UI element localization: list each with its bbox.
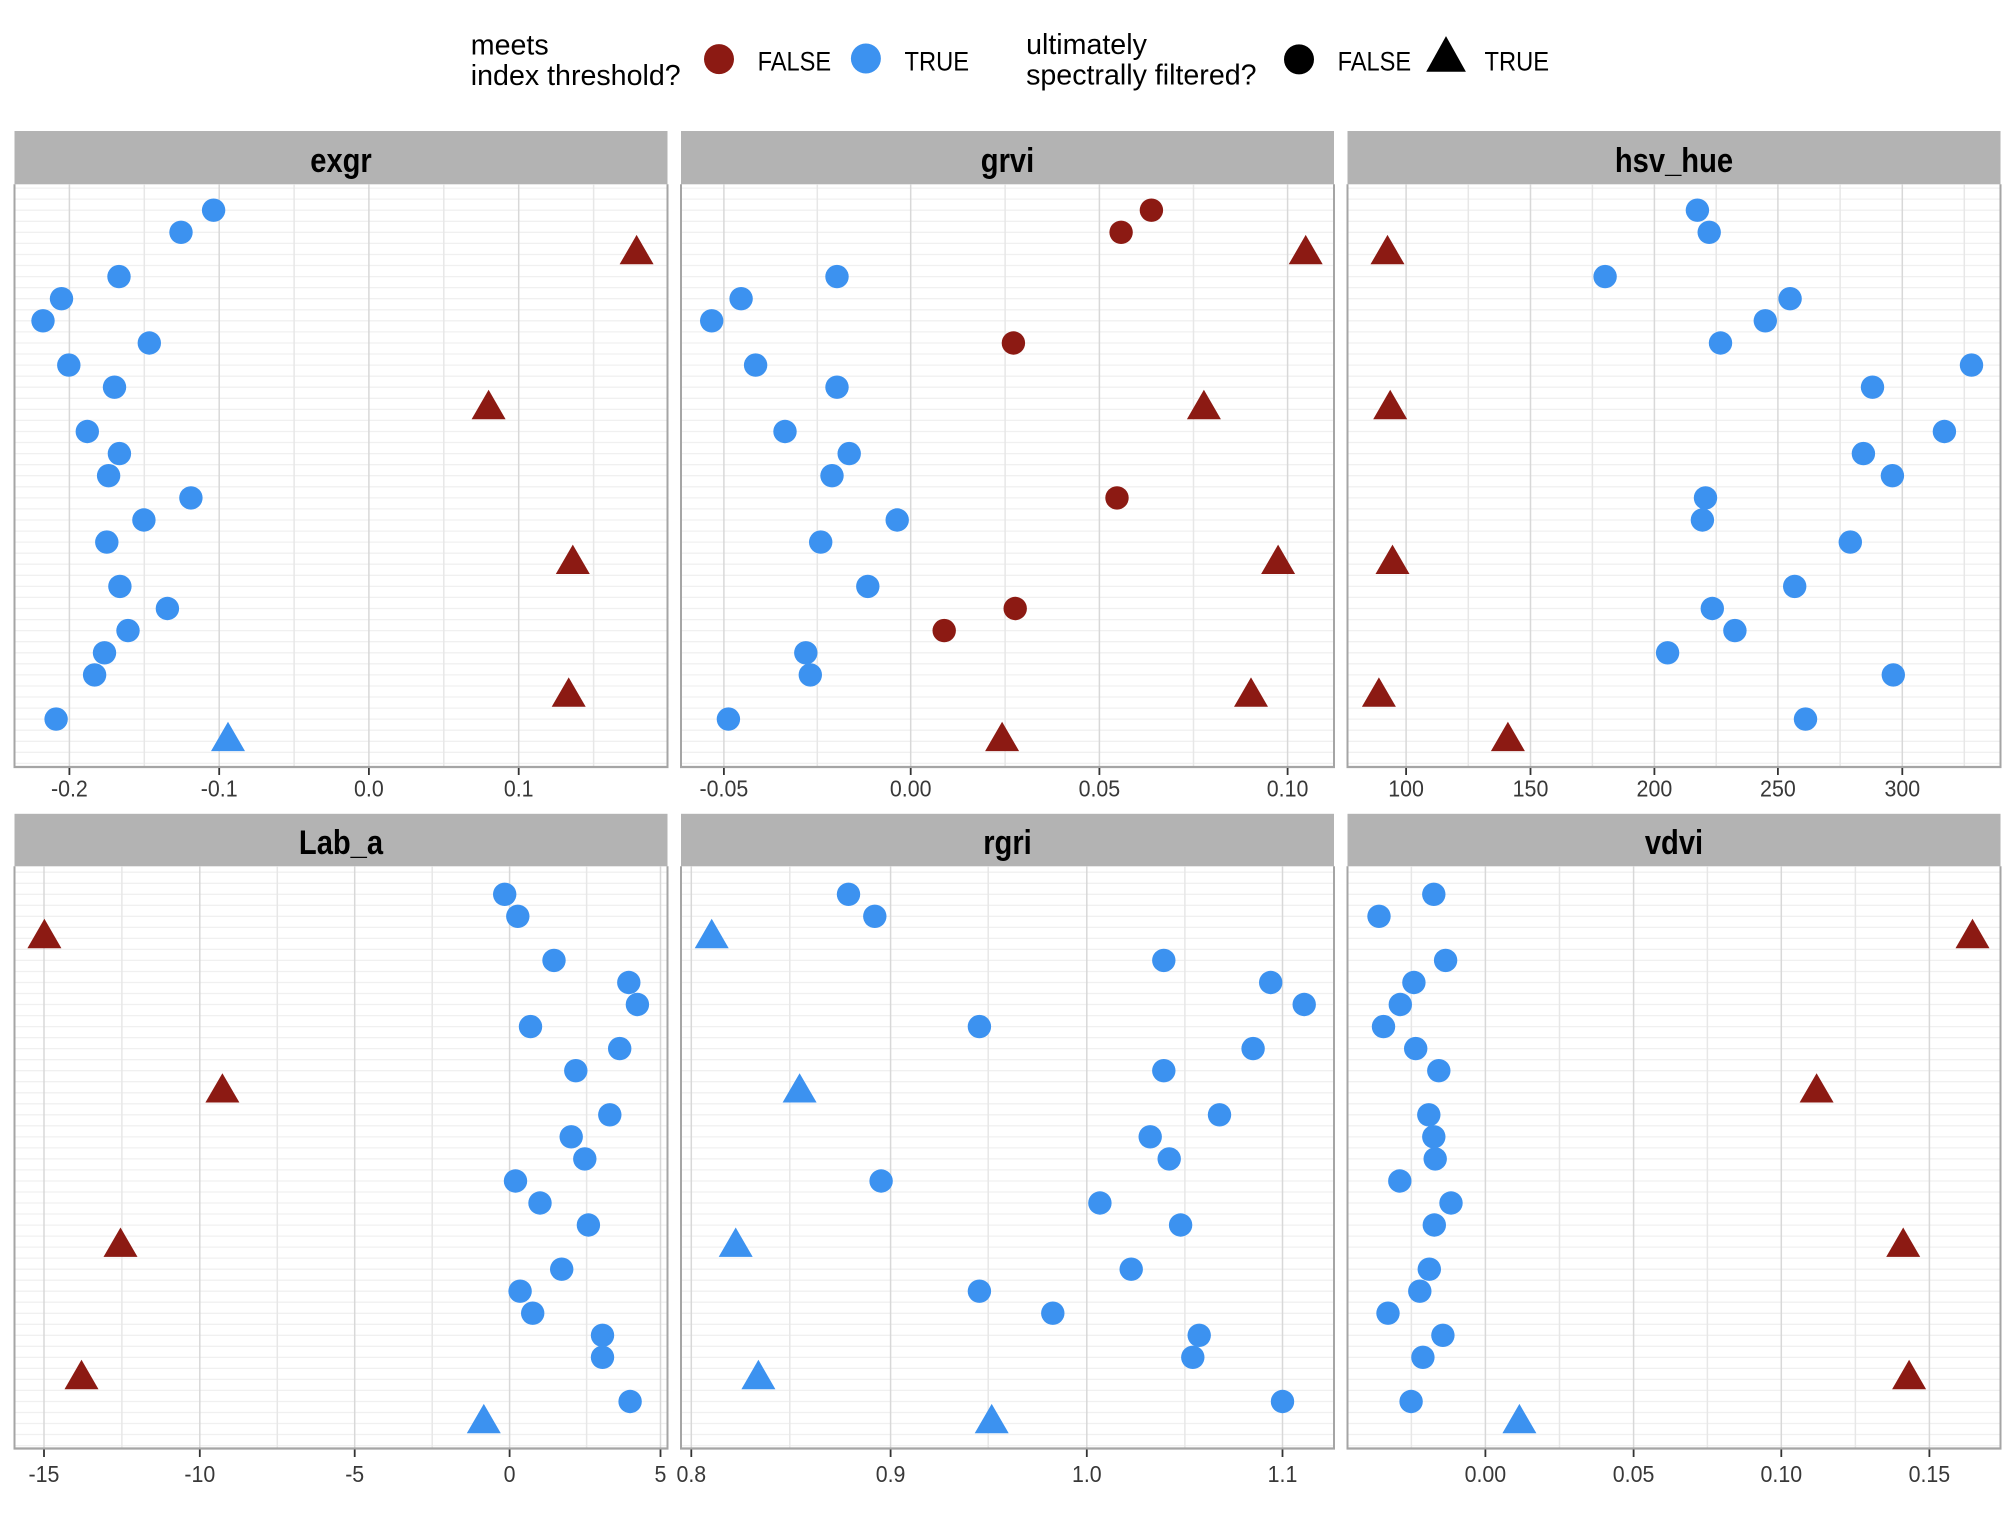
svg-text:TRUE: TRUE: [1485, 47, 1550, 77]
svg-text:5: 5: [655, 1461, 667, 1487]
svg-text:1.0: 1.0: [1072, 1461, 1102, 1487]
svg-text:ultimately: ultimately: [1026, 29, 1147, 61]
svg-text:rgri: rgri: [983, 824, 1032, 862]
svg-text:250: 250: [1760, 776, 1796, 802]
svg-text:hsv_hue: hsv_hue: [1615, 142, 1733, 180]
svg-text:spectrally filtered?: spectrally filtered?: [1026, 59, 1256, 91]
svg-text:0.1: 0.1: [504, 776, 534, 802]
svg-text:-15: -15: [29, 1461, 60, 1487]
svg-text:0.10: 0.10: [1267, 776, 1309, 802]
svg-text:meets: meets: [471, 29, 549, 61]
svg-text:-0.2: -0.2: [51, 776, 88, 802]
svg-text:0.0: 0.0: [354, 776, 384, 802]
svg-text:vdvi: vdvi: [1645, 824, 1703, 862]
svg-text:-5: -5: [345, 1461, 364, 1487]
svg-text:0.05: 0.05: [1079, 776, 1121, 802]
svg-text:TRUE: TRUE: [905, 47, 970, 77]
svg-text:-0.05: -0.05: [700, 776, 749, 802]
svg-text:200: 200: [1637, 776, 1673, 802]
svg-text:exgr: exgr: [310, 142, 372, 180]
svg-text:1.1: 1.1: [1268, 1461, 1298, 1487]
svg-text:100: 100: [1388, 776, 1424, 802]
svg-text:-0.1: -0.1: [201, 776, 238, 802]
svg-text:0.9: 0.9: [876, 1461, 906, 1487]
svg-text:0: 0: [504, 1461, 516, 1487]
svg-text:0.05: 0.05: [1613, 1461, 1655, 1487]
svg-text:FALSE: FALSE: [1338, 47, 1412, 77]
svg-text:index threshold?: index threshold?: [471, 60, 681, 92]
svg-text:0.00: 0.00: [890, 776, 932, 802]
svg-text:FALSE: FALSE: [758, 47, 832, 77]
svg-text:0.00: 0.00: [1465, 1461, 1507, 1487]
svg-text:0.8: 0.8: [676, 1461, 706, 1487]
svg-text:-10: -10: [184, 1461, 215, 1487]
svg-text:grvi: grvi: [981, 142, 1034, 180]
svg-text:300: 300: [1884, 776, 1920, 802]
svg-text:Lab_a: Lab_a: [299, 824, 384, 862]
svg-text:0.15: 0.15: [1909, 1461, 1951, 1487]
svg-text:0.10: 0.10: [1761, 1461, 1803, 1487]
svg-text:150: 150: [1513, 776, 1549, 802]
